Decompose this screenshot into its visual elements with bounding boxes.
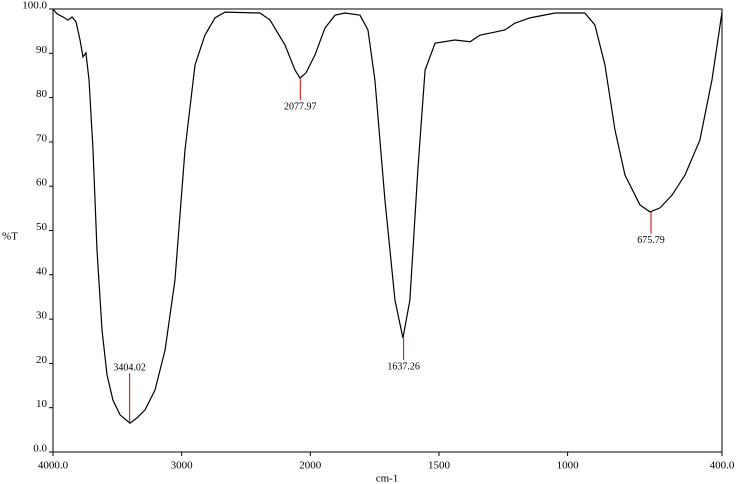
x-tick-label: 1000 [557, 460, 580, 472]
x-axis-label: cm-1 [376, 473, 399, 484]
y-tick-label: 50 [36, 221, 48, 233]
spectrum-line [52, 8, 723, 424]
y-tick-label: 30 [36, 310, 48, 322]
y-tick-label: 100.0 [22, 0, 47, 12]
y-tick-label: 80 [36, 88, 48, 100]
y-tick-label: 90 [36, 44, 48, 56]
x-tick-label: 2000 [299, 460, 322, 472]
y-axis-label: %T [2, 231, 18, 243]
peak-label: 2077.97 [284, 101, 317, 112]
x-tick-label: 1500 [428, 460, 451, 472]
y-tick-label: 70 [36, 132, 48, 144]
y-tick-label: 20 [36, 354, 48, 366]
peak-label: 3404.02 [113, 363, 146, 374]
x-tick-label: 3000 [171, 460, 194, 472]
x-tick-label: 4000.0 [38, 460, 69, 472]
y-tick-label: 0.0 [33, 443, 47, 455]
y-tick-label: 60 [36, 177, 48, 189]
y-tick-label: 40 [36, 265, 48, 277]
x-tick-label: 400.0 [710, 460, 735, 472]
y-tick-label: 10 [36, 398, 48, 410]
peak-label: 675.79 [637, 235, 665, 246]
peak-label: 1637.26 [387, 361, 420, 372]
